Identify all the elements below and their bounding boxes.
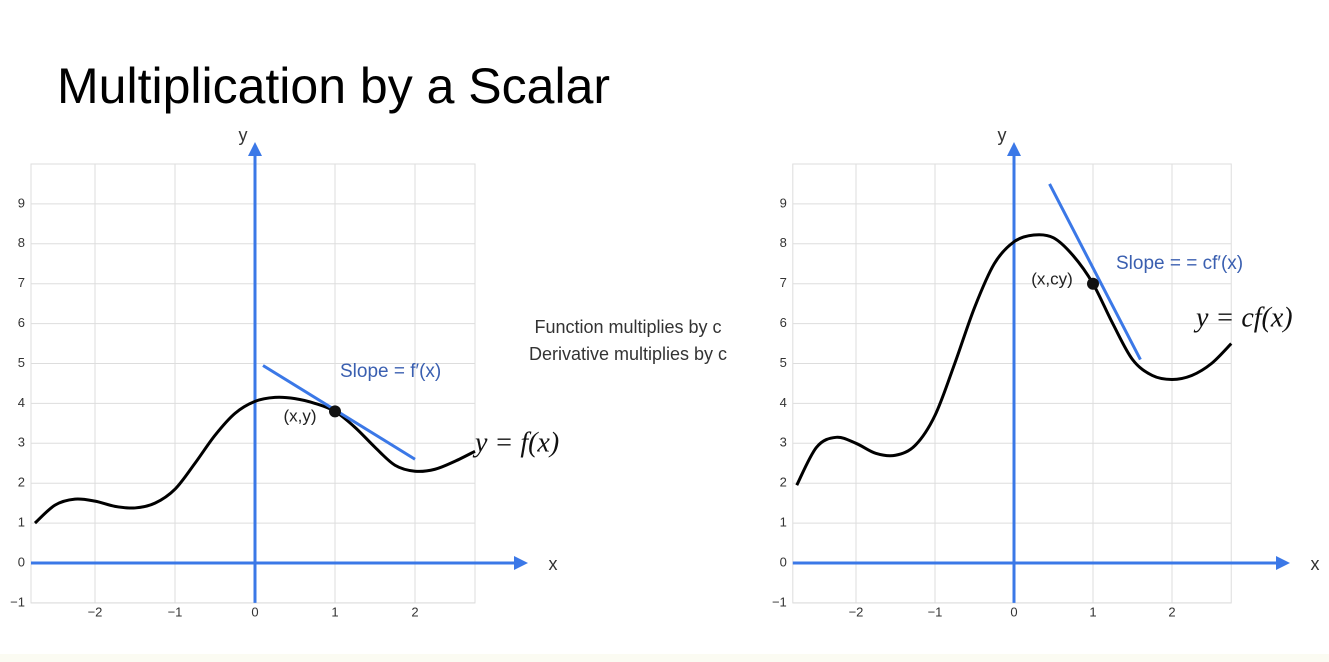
y-tick-label: 4 (780, 395, 787, 410)
bottom-strip (0, 654, 1329, 662)
y-tick-label: −1 (10, 594, 25, 609)
y-tick-label: 2 (18, 475, 25, 490)
y-tick-label: −1 (772, 594, 787, 609)
curve-label: y = f(x) (472, 427, 559, 458)
y-tick-label: 9 (780, 195, 787, 210)
y-tick-label: 6 (18, 315, 25, 330)
y-tick-label: 8 (18, 235, 25, 250)
x-axis-arrow (1276, 556, 1290, 570)
plot-frame (30, 163, 476, 604)
x-tick-label: 2 (1168, 604, 1175, 619)
y-tick-label: 5 (780, 355, 787, 370)
x-axis-label: x (549, 554, 558, 574)
slope-label: Slope = = cf′(x) (1116, 253, 1243, 274)
y-tick-label: 8 (780, 235, 787, 250)
y-tick-label: 9 (18, 195, 25, 210)
tangent-point (1087, 277, 1099, 290)
note-line: Derivative multiplies by c (529, 344, 727, 364)
y-tick-label: 0 (780, 554, 787, 569)
curve (33, 395, 476, 525)
curve (795, 233, 1233, 486)
x-tick-label: −1 (168, 604, 183, 619)
y-tick-label: 3 (18, 435, 25, 450)
curve-label: y = cf(x) (1193, 302, 1293, 333)
tangent-point (329, 405, 341, 418)
x-tick-label: −1 (928, 604, 943, 619)
y-tick-label: 1 (780, 515, 787, 530)
x-axis-label: x (1311, 554, 1320, 574)
y-tick-label: 3 (780, 435, 787, 450)
x-tick-label: −2 (88, 604, 103, 619)
y-tick-label: 0 (18, 554, 25, 569)
y-axis-arrow (248, 142, 262, 156)
x-tick-label: 0 (1010, 604, 1017, 619)
slope-label: Slope = f′(x) (340, 361, 441, 382)
y-tick-label: 5 (18, 355, 25, 370)
slide-title: Multiplication by a Scalar (57, 58, 610, 114)
y-tick-label: 6 (780, 315, 787, 330)
plot-frame (792, 163, 1232, 604)
x-tick-label: 1 (331, 604, 338, 619)
y-tick-label: 4 (18, 395, 25, 410)
x-axis-arrow (514, 556, 528, 570)
y-axis-arrow (1007, 142, 1021, 156)
y-tick-label: 7 (780, 275, 787, 290)
x-tick-label: −2 (849, 604, 864, 619)
y-tick-label: 7 (18, 275, 25, 290)
x-tick-label: 0 (251, 604, 258, 619)
x-tick-label: 1 (1089, 604, 1096, 619)
note-line: Function multiplies by c (534, 317, 721, 337)
y-axis-label: y (239, 125, 248, 145)
x-tick-label: 2 (411, 604, 418, 619)
y-tick-label: 2 (780, 475, 787, 490)
y-axis-label: y (998, 125, 1007, 145)
y-tick-label: 1 (18, 515, 25, 530)
point-label: (x,cy) (1031, 269, 1073, 288)
tangent-line (1048, 183, 1142, 361)
point-label: (x,y) (283, 406, 316, 425)
